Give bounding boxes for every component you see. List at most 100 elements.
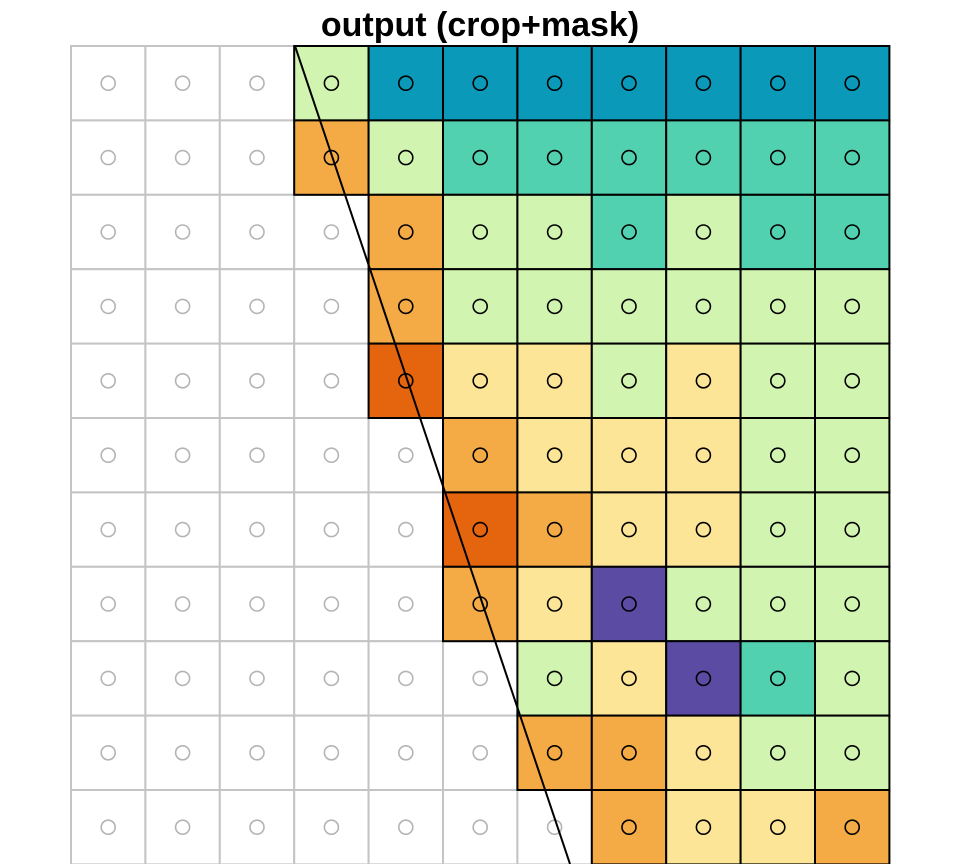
cell (739, 789, 816, 864)
cell-center (472, 298, 489, 315)
cell (70, 119, 147, 196)
cell-center (249, 596, 265, 612)
cell-center (621, 819, 637, 836)
cell (665, 45, 742, 122)
cell-center (100, 372, 116, 389)
cell-center (695, 298, 712, 315)
cell-center (100, 75, 116, 91)
cell-center (174, 596, 191, 612)
cell-center (769, 447, 786, 464)
cell (70, 193, 147, 271)
cell (293, 342, 370, 420)
cell (516, 193, 593, 271)
cell-center (472, 670, 489, 687)
cell-center (100, 521, 116, 538)
cell (293, 45, 370, 122)
cell-center (249, 372, 265, 389)
cell-center (844, 75, 861, 91)
cell-center (323, 521, 340, 538)
cell-center (769, 521, 786, 538)
cell (665, 789, 742, 864)
cell-center (769, 224, 786, 240)
cell-center (844, 819, 861, 836)
cell-center (621, 224, 637, 240)
cell-center (323, 372, 340, 389)
cell (814, 417, 891, 494)
cell (590, 640, 668, 717)
cell (516, 268, 593, 345)
cell (70, 268, 147, 345)
cell (590, 45, 668, 122)
masked-cells (70, 45, 593, 864)
cell (590, 789, 668, 864)
cell-center (546, 744, 563, 761)
cell (367, 268, 445, 345)
cell (218, 789, 296, 864)
cell-center (100, 447, 116, 464)
cell (665, 119, 742, 196)
cell (293, 119, 370, 196)
cell-center (472, 75, 489, 91)
cell-center (323, 149, 340, 166)
cell (590, 193, 668, 271)
cell-center (621, 75, 637, 91)
cell (739, 491, 816, 568)
cell (144, 193, 221, 271)
cell (814, 789, 891, 864)
cell (590, 268, 668, 345)
cell-center (621, 149, 637, 166)
cell (218, 45, 296, 122)
cell-center (174, 372, 191, 389)
cell (70, 640, 147, 717)
cell (739, 342, 816, 420)
cell-center (844, 298, 861, 315)
cell-center (397, 819, 414, 836)
cell (144, 268, 221, 345)
cell (218, 193, 296, 271)
cell (293, 491, 370, 568)
cell (590, 565, 668, 643)
cell (665, 268, 742, 345)
cell-center (546, 521, 563, 538)
cell-center (100, 819, 116, 836)
cell (367, 789, 445, 864)
cell (70, 417, 147, 494)
cell-center (472, 819, 489, 836)
cell (739, 45, 816, 122)
cell-center (844, 521, 861, 538)
cell-center (100, 596, 116, 612)
cell (144, 417, 221, 494)
cell-center (323, 298, 340, 315)
cell-center (844, 670, 861, 687)
cell-center (546, 372, 563, 389)
cell (516, 565, 593, 643)
cell-center (249, 224, 265, 240)
cell (218, 119, 296, 196)
cell (442, 640, 519, 717)
mask-boundary (294, 45, 571, 864)
cell-center (249, 149, 265, 166)
cell (70, 491, 147, 568)
cell (814, 640, 891, 717)
cell (739, 565, 816, 643)
cell-center (695, 447, 712, 464)
cell (144, 640, 221, 717)
cell (665, 640, 742, 717)
cell (516, 45, 593, 122)
cell-center (397, 447, 414, 464)
cell (516, 789, 593, 864)
cell-center (323, 224, 340, 240)
cell (739, 119, 816, 196)
cell-center (769, 596, 786, 612)
cell-center (323, 75, 340, 91)
cell (367, 491, 445, 568)
cell (665, 565, 742, 643)
cell-center (323, 447, 340, 464)
cell (739, 193, 816, 271)
cell (293, 193, 370, 271)
cell (367, 714, 445, 791)
cell-center (472, 224, 489, 240)
cell (442, 193, 519, 271)
